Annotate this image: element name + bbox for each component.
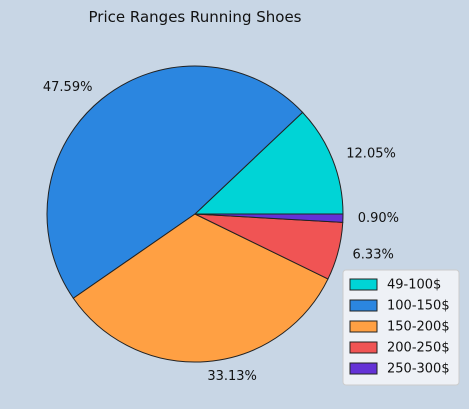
- pie-pct-label: 12.05%: [346, 146, 396, 161]
- legend-label: 250-300$: [387, 362, 450, 377]
- legend-label: 49-100$: [387, 278, 441, 293]
- pie-labels: 12.05% 47.59% 33.13% 6.33% 0.90%: [43, 80, 399, 384]
- legend-swatch-200-250$: [349, 341, 378, 354]
- legend-label: 150-200$: [387, 320, 450, 335]
- legend-label: 200-250$: [387, 341, 450, 356]
- legend-swatch-100-150$: [349, 299, 378, 312]
- pie-slice-49-100$: [193, 111, 344, 215]
- chart-title: Price Ranges Running Shoes: [89, 8, 302, 26]
- pie-slice-150-200$: [72, 213, 329, 363]
- pie-slices: [46, 65, 344, 363]
- pie-pct-label: 33.13%: [207, 369, 257, 384]
- legend-swatch-250-300$: [349, 362, 378, 375]
- legend-swatch-150-200$: [349, 320, 378, 333]
- pie-slice-250-300$: [194, 213, 344, 223]
- legend-frame: [342, 269, 460, 386]
- legend-swatch-49-100$: [349, 278, 378, 291]
- pie-slice-100-150$: [46, 65, 304, 299]
- legend-label: 100-150$: [387, 299, 450, 314]
- pie-pct-label: 0.90%: [358, 211, 399, 226]
- pie-pct-label: 47.59%: [43, 80, 93, 95]
- legend: 49-100$ 100-150$ 150-200$ 200-250$ 250-300$: [342, 269, 460, 386]
- pie-pct-label: 6.33%: [353, 248, 394, 263]
